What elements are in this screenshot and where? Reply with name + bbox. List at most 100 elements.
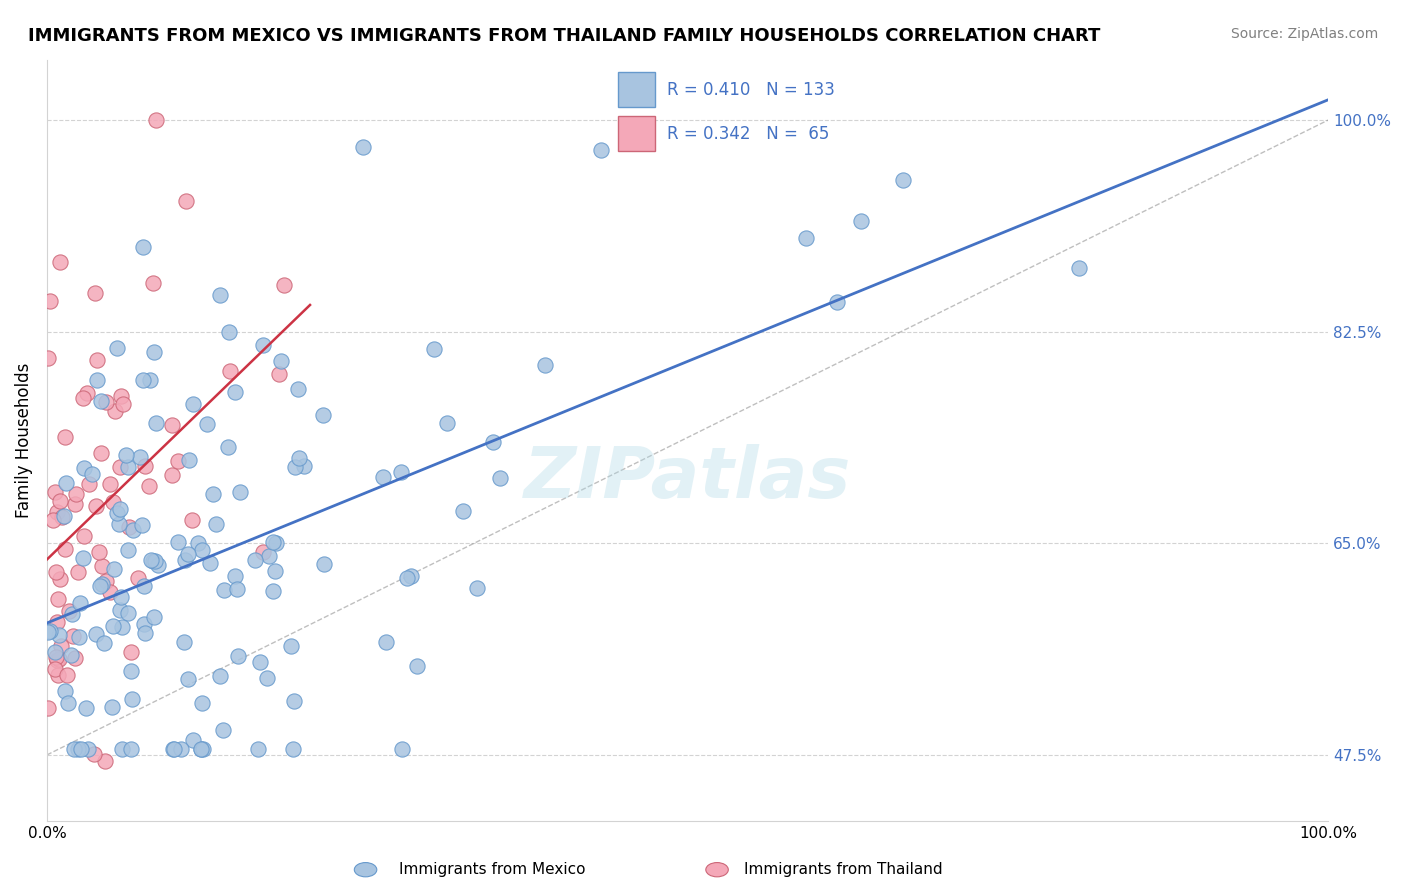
Immigrants from Thailand <box>53 542 76 557</box>
Immigrants from Mexico <box>60 607 83 622</box>
Immigrants from Mexico <box>224 569 246 583</box>
Immigrants from Thailand <box>138 479 160 493</box>
Immigrants from Thailand <box>46 652 69 666</box>
Immigrants from Mexico <box>115 448 138 462</box>
Immigrants from Mexico <box>209 668 232 682</box>
Immigrants from Mexico <box>132 373 155 387</box>
Immigrants from Mexico <box>67 631 90 645</box>
Immigrants from Mexico <box>825 295 848 310</box>
Immigrants from Mexico <box>55 476 77 491</box>
Immigrants from Mexico <box>37 625 59 640</box>
Immigrants from Mexico <box>117 459 139 474</box>
Immigrants from Thailand <box>67 565 90 579</box>
Immigrants from Mexico <box>256 671 278 685</box>
Immigrants from Mexico <box>173 635 195 649</box>
Immigrants from Mexico <box>108 502 131 516</box>
Immigrants from Thailand <box>46 668 69 682</box>
Immigrants from Thailand <box>181 513 204 527</box>
Immigrants from Mexico <box>181 733 204 747</box>
Immigrants from Thailand <box>65 487 87 501</box>
Immigrants from Mexico <box>217 440 239 454</box>
Immigrants from Mexico <box>129 450 152 464</box>
Immigrants from Mexico <box>69 596 91 610</box>
Immigrants from Mexico <box>142 554 165 568</box>
Immigrants from Mexico <box>110 590 132 604</box>
Immigrants from Thailand <box>127 571 149 585</box>
Immigrants from Mexico <box>399 569 422 583</box>
Immigrants from Thailand <box>48 255 70 269</box>
Immigrants from Mexico <box>208 288 231 302</box>
Immigrants from Mexico <box>58 696 80 710</box>
Immigrants from Mexico <box>225 582 247 596</box>
Immigrants from Mexico <box>117 607 139 621</box>
Immigrants from Mexico <box>243 552 266 566</box>
Immigrants from Thailand <box>77 476 100 491</box>
Immigrants from Mexico <box>121 692 143 706</box>
Immigrants from Mexico <box>163 742 186 756</box>
Immigrants from Thailand <box>56 668 79 682</box>
Immigrants from Mexico <box>190 742 212 756</box>
Immigrants from Mexico <box>139 552 162 566</box>
Immigrants from Mexico <box>105 506 128 520</box>
Immigrants from Mexico <box>177 453 200 467</box>
Immigrants from Mexico <box>191 543 214 558</box>
Immigrants from Mexico <box>212 723 235 738</box>
Immigrants from Mexico <box>534 359 557 373</box>
Immigrants from Mexico <box>142 610 165 624</box>
Immigrants from Mexico <box>80 467 103 481</box>
Immigrants from Mexico <box>264 536 287 550</box>
Immigrants from Mexico <box>86 627 108 641</box>
Immigrants from Mexico <box>122 523 145 537</box>
Immigrants from Mexico <box>170 742 193 756</box>
Immigrants from Mexico <box>187 536 209 550</box>
Immigrants from Thailand <box>76 385 98 400</box>
Immigrants from Thailand <box>111 397 134 411</box>
Immigrants from Mexico <box>59 648 82 662</box>
Immigrants from Mexico <box>396 571 419 585</box>
Text: Immigrants from Mexico: Immigrants from Mexico <box>399 863 585 877</box>
Immigrants from Thailand <box>94 395 117 409</box>
Text: R = 0.342   N =  65: R = 0.342 N = 65 <box>668 125 830 143</box>
Immigrants from Mexico <box>451 504 474 518</box>
Immigrants from Mexico <box>794 230 817 244</box>
Immigrants from Mexico <box>465 581 488 595</box>
Immigrants from Mexico <box>193 742 215 756</box>
Immigrants from Mexico <box>39 624 62 638</box>
Immigrants from Thailand <box>51 509 73 524</box>
Immigrants from Thailand <box>103 494 125 508</box>
Immigrants from Mexico <box>110 603 132 617</box>
Immigrants from Mexico <box>436 416 458 430</box>
Immigrants from Thailand <box>62 630 84 644</box>
Immigrants from Mexico <box>375 635 398 649</box>
Immigrants from Mexico <box>262 584 284 599</box>
Immigrants from Mexico <box>288 451 311 466</box>
Immigrants from Thailand <box>104 404 127 418</box>
Immigrants from Mexico <box>75 701 97 715</box>
Immigrants from Thailand <box>53 430 76 444</box>
Immigrants from Mexico <box>218 325 240 339</box>
Immigrants from Mexico <box>195 417 218 431</box>
Immigrants from Thailand <box>160 468 183 483</box>
Immigrants from Thailand <box>267 368 290 382</box>
Immigrants from Thailand <box>48 572 70 586</box>
Text: R = 0.410   N = 133: R = 0.410 N = 133 <box>668 81 835 99</box>
Immigrants from Mexico <box>284 459 307 474</box>
Immigrants from Thailand <box>166 454 188 468</box>
Immigrants from Thailand <box>45 565 67 579</box>
Immigrants from Thailand <box>83 747 105 761</box>
Immigrants from Mexico <box>103 619 125 633</box>
Immigrants from Mexico <box>139 373 162 387</box>
Immigrants from Thailand <box>110 389 132 403</box>
Immigrants from Thailand <box>38 293 60 308</box>
Immigrants from Mexico <box>146 558 169 572</box>
Immigrants from Mexico <box>270 354 292 368</box>
Immigrants from Thailand <box>37 701 59 715</box>
Immigrants from Mexico <box>205 517 228 532</box>
Immigrants from Mexico <box>145 416 167 430</box>
Immigrants from Mexico <box>90 393 112 408</box>
Immigrants from Thailand <box>45 650 67 665</box>
Y-axis label: Family Households: Family Households <box>15 363 32 518</box>
Immigrants from Thailand <box>42 513 65 527</box>
Immigrants from Mexico <box>44 645 66 659</box>
Immigrants from Mexico <box>52 509 75 524</box>
